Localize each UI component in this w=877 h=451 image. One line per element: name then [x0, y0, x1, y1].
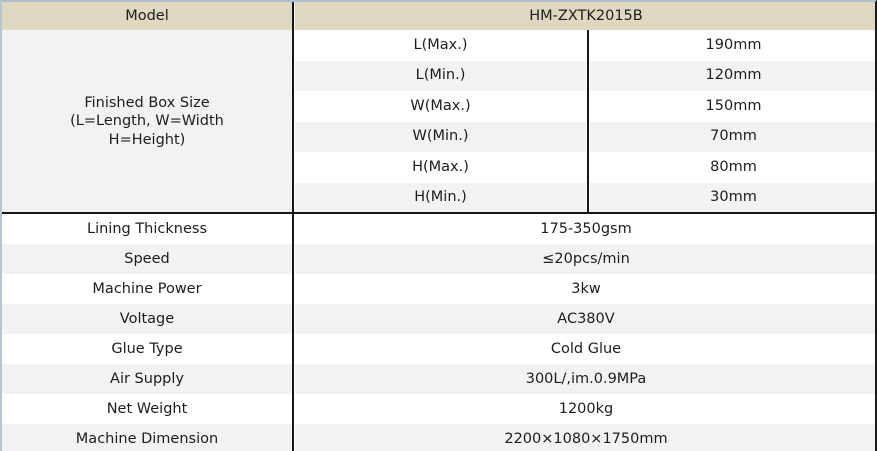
box-size-label-line-3: H=Height): [108, 131, 186, 148]
table-row-dimension-value: 120mm: [590, 60, 875, 91]
table-row-dimension-value: 190mm: [590, 30, 875, 61]
table-row-dimension-value: 30mm: [590, 182, 875, 213]
table-row-dimension-value: 150mm: [590, 91, 875, 122]
box-size-label-line-1: Finished Box Size: [84, 94, 210, 111]
table-row-spec-value: 3kw: [295, 274, 875, 304]
table-row-spec-label: Speed: [2, 244, 292, 274]
table-row-spec-label: Voltage: [2, 304, 292, 334]
table-row-spec-label: Lining Thickness: [2, 214, 292, 244]
header-cell-model: Model: [2, 2, 292, 30]
table-row-spec-value: 175-350gsm: [295, 214, 875, 244]
header-column-divider: [292, 2, 294, 30]
table-row-spec-value: Cold Glue: [295, 334, 875, 364]
table-row-spec-label: Net Weight: [2, 394, 292, 424]
table-row-dimension-name: L(Max.): [295, 30, 586, 61]
table-row-spec-value: AC380V: [295, 304, 875, 334]
table-row-spec-value: 300L/,im.0.9MPa: [295, 364, 875, 394]
main-column-divider: [292, 30, 294, 451]
table-row-spec-value: ≤20pcs/min: [295, 244, 875, 274]
finished-box-size-label: Finished Box Size (L=Length, W=Width H=H…: [2, 30, 292, 213]
table-row-dimension-value: 70mm: [590, 121, 875, 152]
table-row-spec-value: 2200×1080×1750mm: [295, 424, 875, 451]
table-row-spec-value: 1200kg: [295, 394, 875, 424]
header-cell-model-value: HM-ZXTK2015B: [295, 2, 875, 30]
table-row-dimension-name: W(Max.): [295, 91, 586, 122]
table-row-spec-label: Machine Power: [2, 274, 292, 304]
table-row-dimension-name: H(Min.): [295, 182, 586, 213]
table-row-dimension-value: 80mm: [590, 152, 875, 183]
box-size-label-line-2: (L=Length, W=Width: [70, 113, 224, 130]
table-row-dimension-name: W(Min.): [295, 121, 586, 152]
dimension-value-divider: [587, 30, 589, 213]
section-divider: [2, 212, 875, 214]
table-row-dimension-name: H(Max.): [295, 152, 586, 183]
table-row-dimension-name: L(Min.): [295, 60, 586, 91]
table-row-spec-label: Air Supply: [2, 364, 292, 394]
header-underline: [2, 29, 875, 30]
table-row-spec-label: Glue Type: [2, 334, 292, 364]
table-row-spec-label: Machine Dimension: [2, 424, 292, 451]
